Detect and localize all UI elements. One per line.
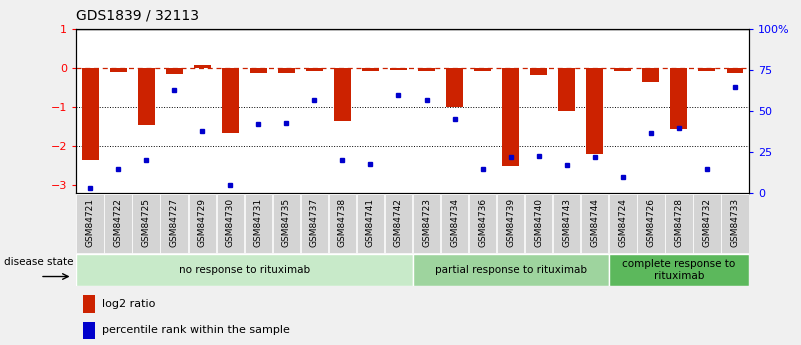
- FancyBboxPatch shape: [525, 194, 553, 253]
- Text: GSM84728: GSM84728: [674, 198, 683, 247]
- Text: percentile rank within the sample: percentile rank within the sample: [102, 325, 289, 335]
- Bar: [222, 68, 239, 133]
- Text: GSM84744: GSM84744: [590, 198, 599, 247]
- FancyBboxPatch shape: [384, 194, 413, 253]
- FancyBboxPatch shape: [637, 194, 665, 253]
- FancyBboxPatch shape: [469, 194, 497, 253]
- Text: GSM84731: GSM84731: [254, 198, 263, 247]
- Bar: [670, 68, 687, 129]
- Text: GSM84741: GSM84741: [366, 198, 375, 247]
- FancyBboxPatch shape: [413, 194, 441, 253]
- Bar: [558, 68, 575, 111]
- Text: log2 ratio: log2 ratio: [102, 299, 155, 309]
- FancyBboxPatch shape: [609, 254, 749, 286]
- FancyBboxPatch shape: [328, 194, 356, 253]
- FancyBboxPatch shape: [413, 254, 609, 286]
- Bar: [586, 68, 603, 154]
- Text: no response to rituximab: no response to rituximab: [179, 265, 310, 275]
- Bar: [502, 68, 519, 166]
- FancyBboxPatch shape: [721, 194, 749, 253]
- Bar: [698, 68, 715, 71]
- Text: GSM84740: GSM84740: [534, 198, 543, 247]
- FancyBboxPatch shape: [609, 194, 637, 253]
- FancyBboxPatch shape: [132, 194, 160, 253]
- FancyBboxPatch shape: [441, 194, 469, 253]
- FancyBboxPatch shape: [244, 194, 272, 253]
- Bar: [82, 68, 99, 160]
- Text: GSM84721: GSM84721: [86, 198, 95, 247]
- Text: GSM84736: GSM84736: [478, 198, 487, 247]
- FancyBboxPatch shape: [553, 194, 581, 253]
- FancyBboxPatch shape: [216, 194, 244, 253]
- Bar: [110, 68, 127, 72]
- Bar: [138, 68, 155, 125]
- Text: GSM84735: GSM84735: [282, 198, 291, 247]
- FancyBboxPatch shape: [272, 194, 300, 253]
- Bar: [642, 68, 659, 82]
- FancyBboxPatch shape: [693, 194, 721, 253]
- FancyBboxPatch shape: [160, 194, 188, 253]
- Bar: [446, 68, 463, 107]
- Text: disease state: disease state: [4, 257, 74, 267]
- FancyBboxPatch shape: [104, 194, 132, 253]
- Bar: [418, 68, 435, 71]
- Text: complete response to
rituximab: complete response to rituximab: [622, 259, 735, 281]
- FancyBboxPatch shape: [76, 254, 413, 286]
- Text: GSM84738: GSM84738: [338, 198, 347, 247]
- Bar: [306, 68, 323, 71]
- Text: GSM84726: GSM84726: [646, 198, 655, 247]
- Bar: [83, 322, 95, 339]
- Text: GSM84722: GSM84722: [114, 198, 123, 247]
- FancyBboxPatch shape: [497, 194, 525, 253]
- Bar: [614, 68, 631, 71]
- FancyBboxPatch shape: [581, 194, 609, 253]
- Text: GSM84729: GSM84729: [198, 198, 207, 247]
- Text: GSM84727: GSM84727: [170, 198, 179, 247]
- Text: GSM84723: GSM84723: [422, 198, 431, 247]
- Bar: [83, 295, 95, 313]
- Bar: [362, 68, 379, 71]
- Text: GDS1839 / 32113: GDS1839 / 32113: [76, 8, 199, 22]
- Bar: [474, 68, 491, 71]
- Text: GSM84734: GSM84734: [450, 198, 459, 247]
- Bar: [727, 68, 743, 73]
- Text: GSM84742: GSM84742: [394, 198, 403, 247]
- Text: GSM84739: GSM84739: [506, 198, 515, 247]
- Bar: [278, 68, 295, 73]
- Text: GSM84733: GSM84733: [731, 198, 739, 247]
- Bar: [194, 65, 211, 68]
- Text: GSM84732: GSM84732: [702, 198, 711, 247]
- FancyBboxPatch shape: [665, 194, 693, 253]
- FancyBboxPatch shape: [356, 194, 384, 253]
- Text: GSM84737: GSM84737: [310, 198, 319, 247]
- Text: GSM84730: GSM84730: [226, 198, 235, 247]
- Bar: [390, 68, 407, 70]
- FancyBboxPatch shape: [300, 194, 328, 253]
- Text: GSM84743: GSM84743: [562, 198, 571, 247]
- Text: GSM84725: GSM84725: [142, 198, 151, 247]
- FancyBboxPatch shape: [76, 194, 104, 253]
- Bar: [530, 68, 547, 75]
- Bar: [166, 68, 183, 74]
- Text: partial response to rituximab: partial response to rituximab: [435, 265, 586, 275]
- Text: GSM84724: GSM84724: [618, 198, 627, 247]
- FancyBboxPatch shape: [188, 194, 216, 253]
- Bar: [334, 68, 351, 121]
- Bar: [250, 68, 267, 73]
